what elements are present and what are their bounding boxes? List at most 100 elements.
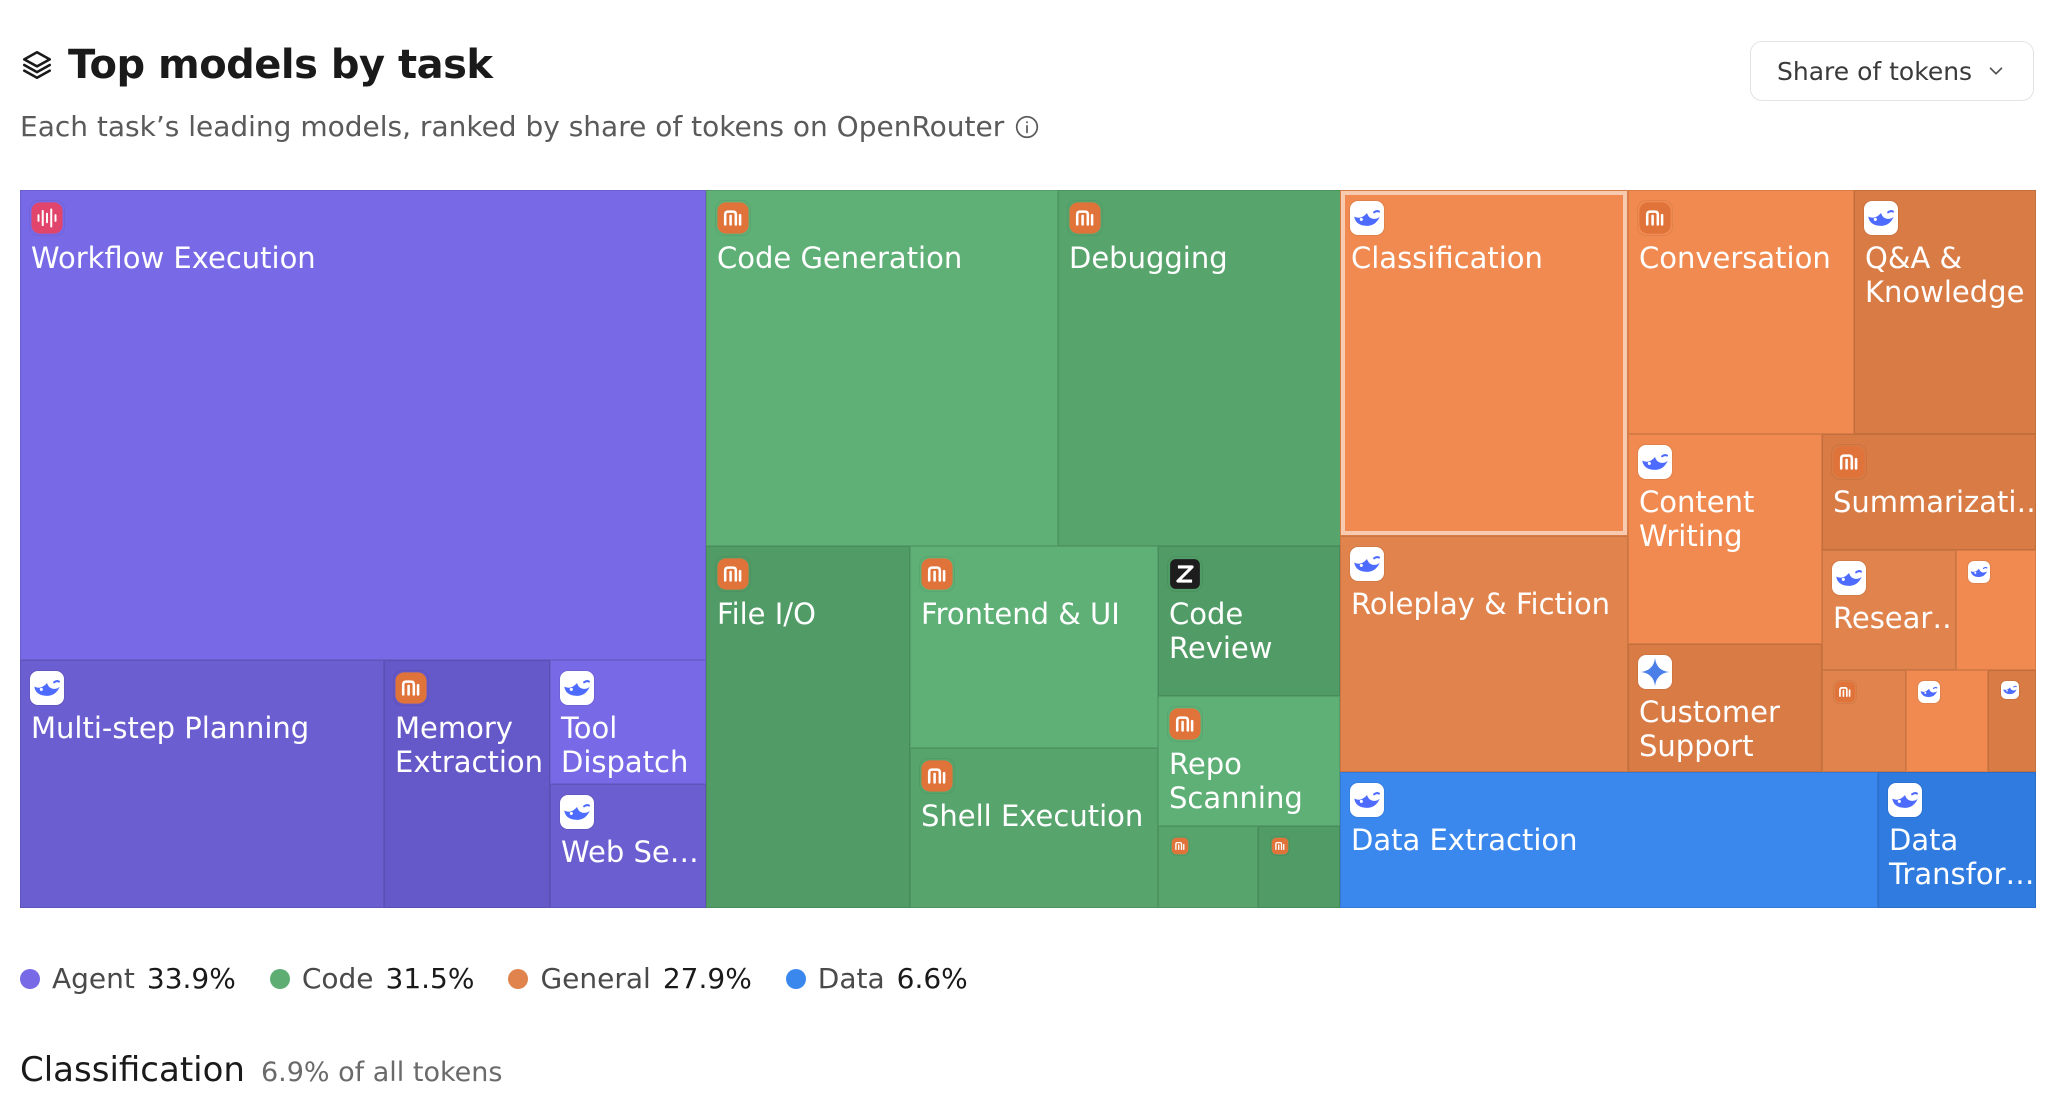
- treemap-cell[interactable]: [1158, 826, 1258, 908]
- treemap-cell-label: Roleplay & Fiction: [1351, 587, 1611, 621]
- selected-task-share: 6.9% of all tokens: [260, 1057, 503, 1088]
- treemap-cell[interactable]: Roleplay & Fiction: [1340, 536, 1628, 772]
- treemap-cell-label: Debugging: [1069, 241, 1228, 275]
- legend-label: General: [540, 962, 651, 995]
- treemap-cell[interactable]: Conversation: [1628, 190, 1854, 434]
- legend-item-general[interactable]: General 27.9%: [508, 962, 752, 995]
- mi-logo-icon: [1638, 201, 1672, 235]
- treemap-cell[interactable]: Customer Support: [1628, 644, 1822, 772]
- treemap-cell-label: Content Writing: [1639, 485, 1755, 553]
- treemap-cell-label: Memory Extraction: [395, 711, 544, 779]
- treemap-cell[interactable]: Q&A & Knowledge: [1854, 190, 2036, 434]
- treemap-cell[interactable]: Resear…: [1822, 550, 1956, 670]
- treemap-cell[interactable]: Workflow Execution: [20, 190, 706, 660]
- treemap-cell-label: Web Se…: [561, 835, 699, 869]
- treemap-cell[interactable]: [1258, 826, 1340, 908]
- legend-item-agent[interactable]: Agent 33.9%: [20, 962, 236, 995]
- whale-logo-icon: [1832, 561, 1866, 595]
- treemap-cell-label: Code Generation: [717, 241, 963, 275]
- treemap-cell[interactable]: [1822, 670, 1906, 772]
- treemap-cell-label: Repo Scanning: [1169, 747, 1303, 815]
- legend-swatch: [508, 968, 529, 989]
- legend-swatch: [785, 968, 806, 989]
- treemap-cell-label: File I/O: [717, 597, 816, 631]
- mi-logo-icon: [1834, 681, 1856, 703]
- whale-logo-icon: [1350, 547, 1384, 581]
- treemap-cell[interactable]: [1906, 670, 1988, 772]
- treemap-cell-label: Data Extraction: [1351, 823, 1578, 857]
- legend-value: 6.6%: [896, 962, 968, 995]
- treemap-cell[interactable]: [1988, 670, 2036, 772]
- chart-legend: Agent 33.9% Code 31.5% General 27.9% Data 6.6%: [20, 962, 968, 995]
- treemap-cell-label: Shell Execution: [921, 799, 1144, 833]
- page-subtitle: Each task’s leading models, ranked by sh…: [20, 110, 1040, 143]
- page-title: Top models by task: [68, 42, 493, 88]
- whale-logo-icon: [560, 795, 594, 829]
- whale-logo-icon: [1888, 783, 1922, 817]
- treemap-cell[interactable]: Data Extraction: [1340, 772, 1878, 908]
- treemap-cell[interactable]: Tool Dispatch: [550, 660, 706, 784]
- whale-logo-icon: [1864, 201, 1898, 235]
- treemap-cell[interactable]: Code Generation: [706, 190, 1058, 546]
- whale-logo-icon: [2001, 681, 2019, 699]
- chevron-down-icon: [1989, 67, 2003, 75]
- treemap-cell[interactable]: Memory Extraction: [384, 660, 550, 908]
- selected-task-title: Classification: [20, 1050, 245, 1090]
- treemap-cell-label: Summarizati…: [1833, 485, 2036, 519]
- treemap-cell[interactable]: Code Review: [1158, 546, 1340, 696]
- whale-logo-icon: [1968, 561, 1990, 583]
- treemap-cell[interactable]: Web Se…: [550, 784, 706, 908]
- legend-label: Data: [817, 962, 885, 995]
- chart-header: Top models by task: [20, 42, 493, 88]
- treemap-cell-label: Frontend & UI: [921, 597, 1120, 631]
- treemap-cell[interactable]: Shell Execution: [910, 748, 1158, 908]
- legend-swatch: [20, 968, 40, 989]
- mi-logo-icon: [920, 759, 954, 793]
- treemap-cell[interactable]: Content Writing: [1628, 434, 1822, 644]
- treemap-cell[interactable]: [1956, 550, 2036, 670]
- treemap-cell[interactable]: Summarizati…: [1822, 434, 2036, 550]
- treemap-cell[interactable]: File I/O: [706, 546, 910, 908]
- metric-select[interactable]: Share of tokens: [1750, 41, 2034, 101]
- whale-logo-icon: [560, 671, 594, 705]
- treemap-cell-label: Code Review: [1169, 597, 1273, 665]
- mi-logo-icon: [394, 671, 428, 705]
- mi-logo-icon: [716, 557, 750, 591]
- info-icon[interactable]: [1014, 114, 1040, 140]
- mi-logo-icon: [1168, 707, 1202, 741]
- whale-logo-icon: [1350, 783, 1384, 817]
- legend-value: 27.9%: [662, 962, 752, 995]
- treemap-cell-label: Customer Support: [1639, 695, 1780, 763]
- legend-value: 33.9%: [146, 962, 236, 995]
- treemap-cell[interactable]: Debugging: [1058, 190, 1344, 546]
- selected-task-detail: Classification 6.9% of all tokens: [20, 1050, 502, 1090]
- layers-icon: [22, 50, 52, 80]
- treemap-cell-label: Data Transfor…: [1889, 823, 2035, 891]
- treemap-cell[interactable]: Repo Scanning: [1158, 696, 1340, 826]
- metric-select-value: Share of tokens: [1777, 56, 1973, 86]
- legend-label: Agent: [52, 962, 135, 995]
- treemap-cell[interactable]: Frontend & UI: [910, 546, 1158, 748]
- waveform-logo-icon: [30, 201, 64, 235]
- treemap-cell-label: Tool Dispatch: [561, 711, 689, 779]
- treemap-cell[interactable]: Classification: [1340, 190, 1628, 536]
- treemap-cell[interactable]: Multi-step Planning: [20, 660, 384, 908]
- treemap-cell-label: Conversation: [1639, 241, 1831, 275]
- sparkle-logo-icon: [1638, 655, 1672, 689]
- mi-logo-icon: [1068, 201, 1102, 235]
- treemap-cell-label: Workflow Execution: [31, 241, 316, 275]
- whale-logo-icon: [1918, 681, 1940, 703]
- subtitle-text: Each task’s leading models, ranked by sh…: [20, 110, 1005, 143]
- legend-item-code[interactable]: Code 31.5%: [269, 962, 474, 995]
- treemap-cell-label: Q&A & Knowledge: [1865, 241, 2025, 309]
- treemap-cell[interactable]: Data Transfor…: [1878, 772, 2036, 908]
- whale-logo-icon: [1350, 201, 1384, 235]
- mi-logo-icon: [1171, 837, 1189, 855]
- mi-logo-icon: [920, 557, 954, 591]
- treemap-cell-label: Multi-step Planning: [31, 711, 310, 745]
- mi-logo-icon: [716, 201, 750, 235]
- legend-swatch: [269, 968, 290, 989]
- legend-item-data[interactable]: Data 6.6%: [785, 962, 968, 995]
- legend-label: Code: [301, 962, 374, 995]
- treemap-chart: Workflow Execution Multi-step Planning Mem…: [20, 190, 2036, 908]
